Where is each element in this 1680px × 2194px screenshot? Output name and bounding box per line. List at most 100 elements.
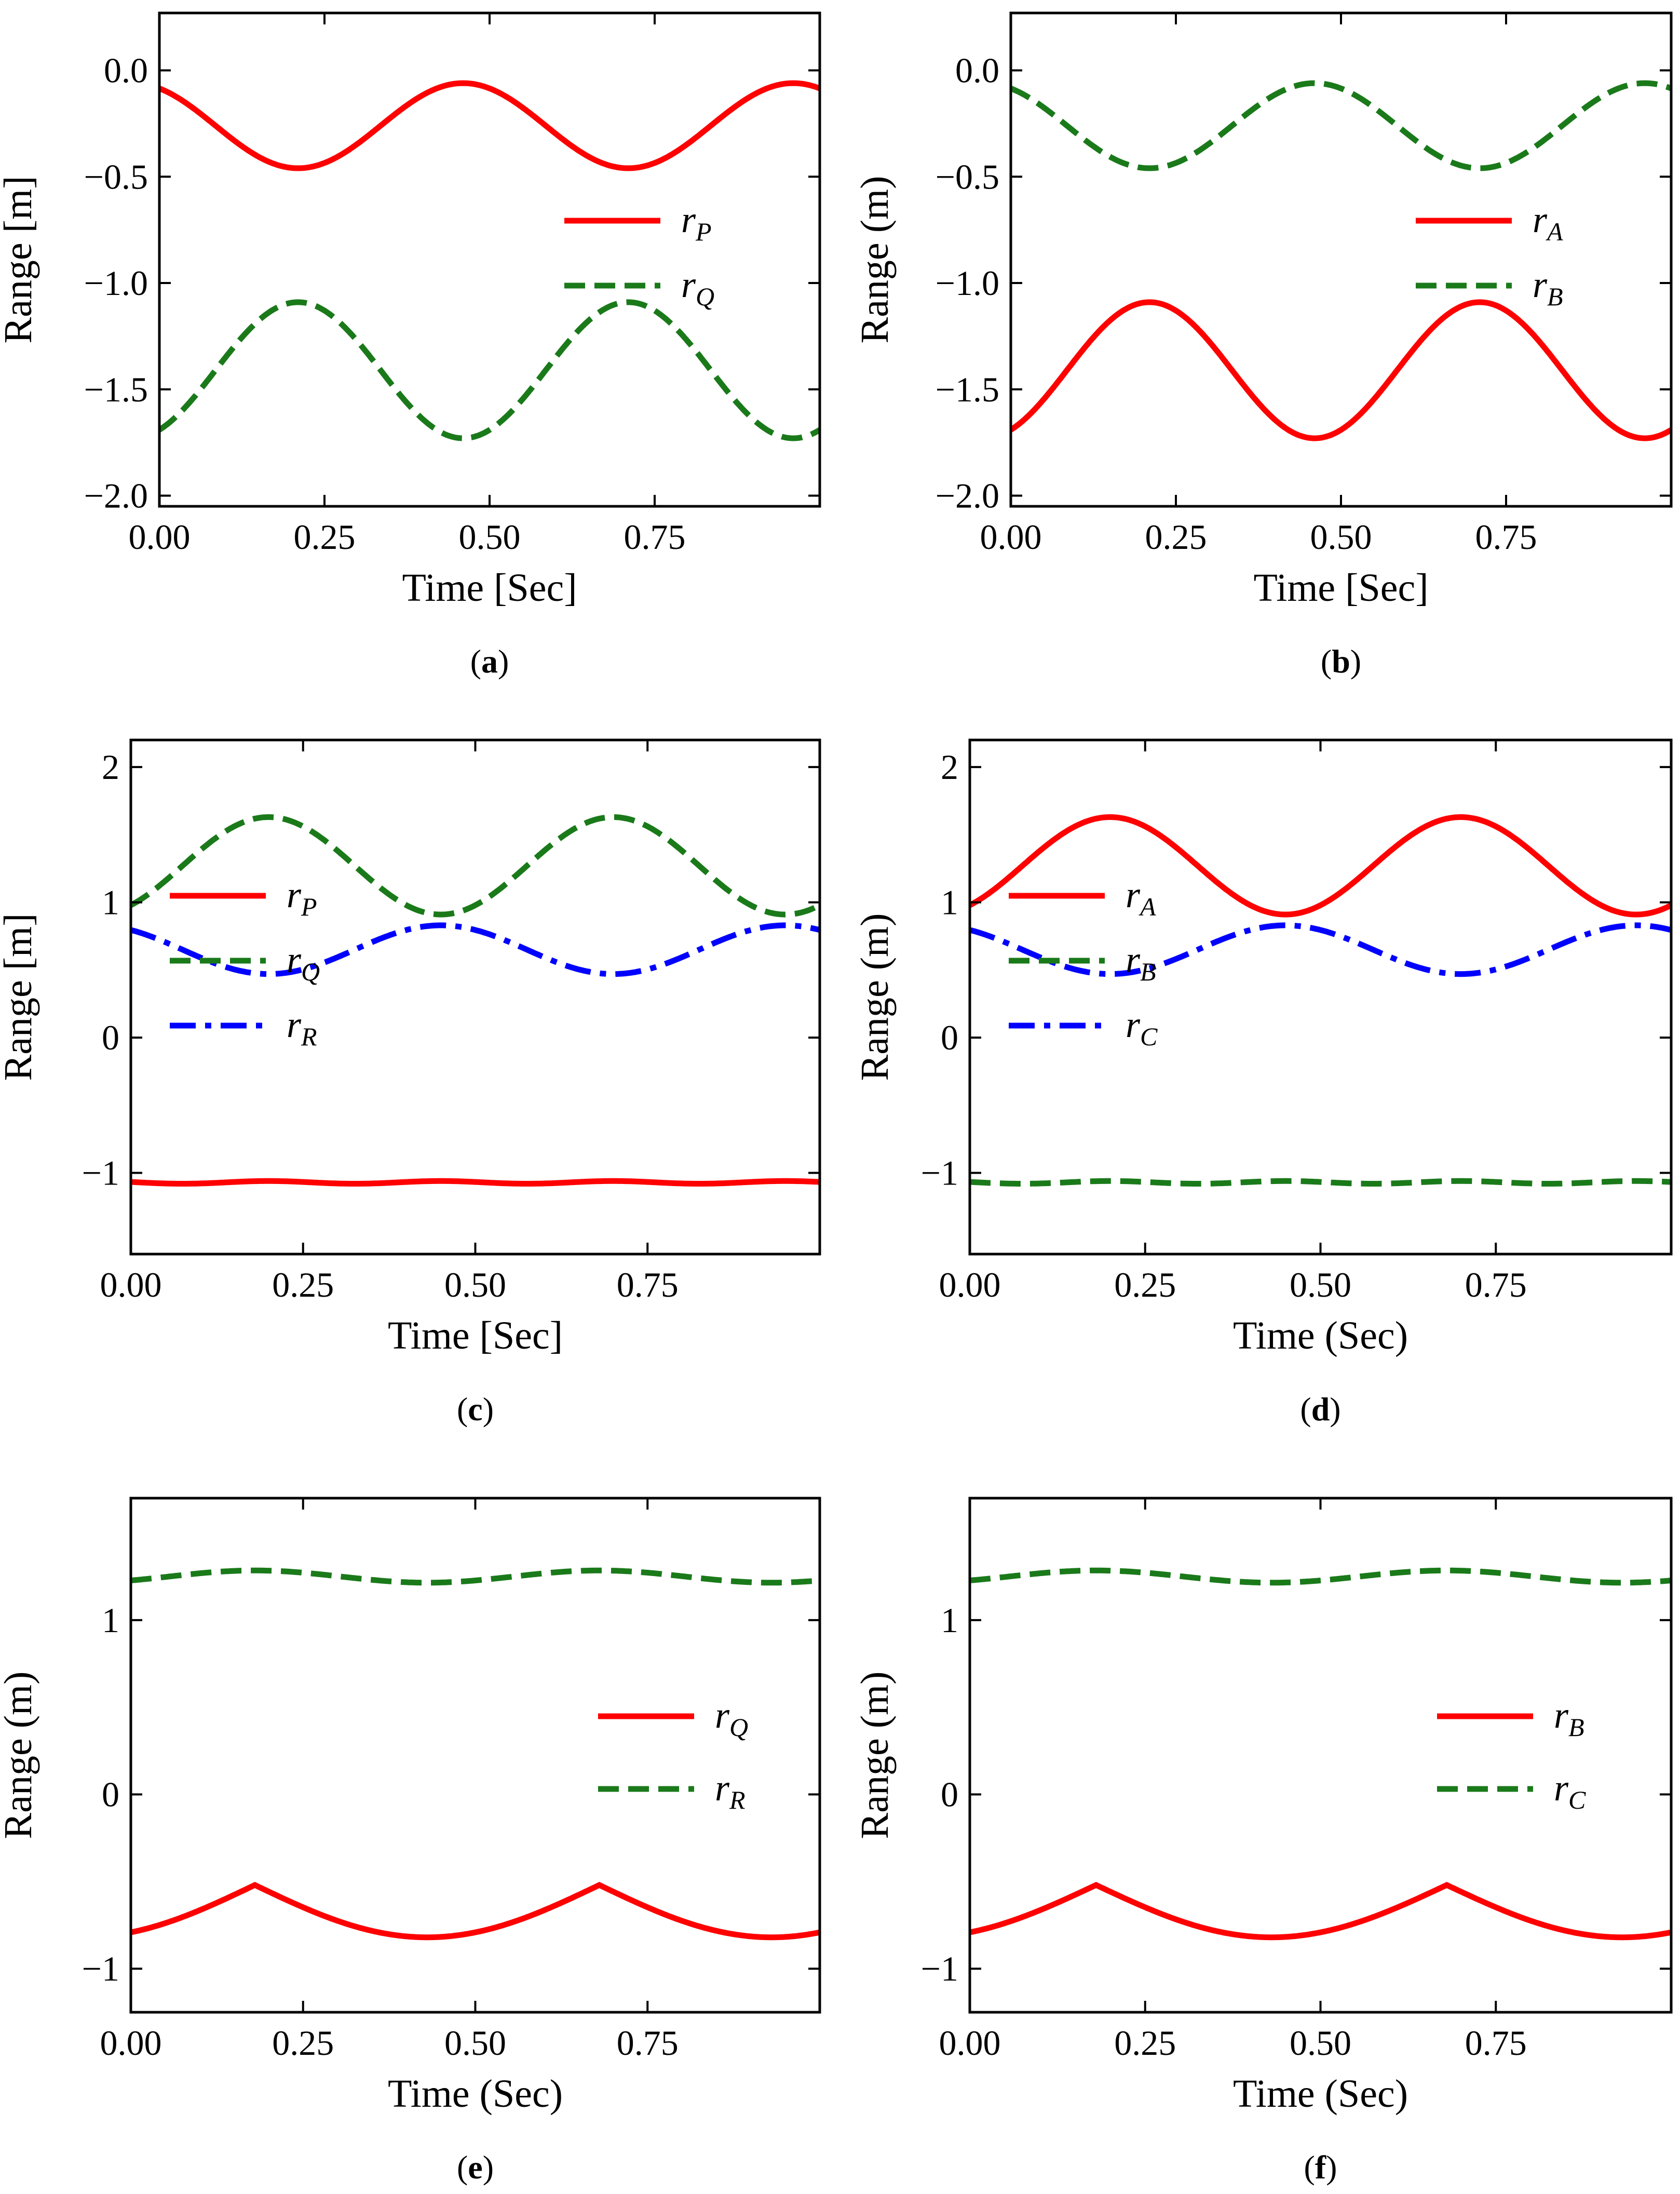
legend-label-rR: rR: [715, 1767, 746, 1814]
legend: rA rB rC: [1009, 874, 1158, 1051]
y-tick-label: −1.0: [936, 263, 999, 303]
chart-panel-c: 0.00 0.25 0.50 0.75 2 1 0 −1 Time [Sec] Range [m]…: [0, 738, 821, 1428]
series-lines: [131, 1567, 820, 1941]
series-line-rA: [970, 814, 1671, 918]
legend: rP rQ: [564, 199, 714, 311]
legend-label-rP: rP: [287, 874, 317, 921]
x-tick-label: 0.25: [1114, 2023, 1176, 2063]
x-tick-label: 0.75: [624, 517, 686, 557]
plot-frame: [968, 738, 1673, 1256]
plot-frame: [129, 738, 821, 1256]
chart-panel-e: 0.00 0.25 0.50 0.75 1 0 −1 Time (Sec) Range (m) r…: [0, 1497, 821, 2186]
y-axis-label: Range (m): [853, 1672, 897, 1839]
y-axis-label: Range (m): [853, 176, 897, 344]
panel-caption: (b): [1321, 643, 1361, 680]
chart-panel-f: 0.00 0.25 0.50 0.75 1 0 −1 Time (Sec) Range (m) r…: [853, 1497, 1673, 2186]
chart-panel-a: 0.00 0.25 0.50 0.75 0.0 −0.5 −1.0 −1.5 −2.0 Time …: [0, 11, 821, 680]
series-line-rR: [131, 922, 820, 977]
x-axis-label: Time (Sec): [1233, 2072, 1408, 2116]
x-tick-label: 0.50: [1310, 517, 1372, 557]
y-tick-label: 1: [941, 883, 958, 922]
series-lines: [970, 814, 1671, 1187]
panel-caption: (f): [1304, 2149, 1337, 2186]
x-tick-label: 0.00: [980, 517, 1042, 557]
x-axis-label: Time [Sec]: [402, 566, 577, 610]
panel-caption: (c): [457, 1391, 494, 1428]
x-tick-label: 0.25: [1145, 517, 1207, 557]
legend-label-rB: rB: [1554, 1694, 1584, 1742]
legend-label-rA: rA: [1126, 874, 1156, 921]
y-tick-label: −0.5: [84, 157, 148, 196]
legend-label-rB: rB: [1533, 264, 1563, 311]
legend-label-rC: rC: [1554, 1767, 1586, 1814]
y-tick-label: −2.0: [84, 476, 148, 516]
x-tick-label: 0.50: [444, 1265, 506, 1304]
series-line-rB: [1011, 80, 1671, 171]
legend-label-rQ: rQ: [715, 1694, 748, 1742]
series-lines: [159, 80, 820, 441]
series-line-rC: [970, 1567, 1671, 1586]
y-tick-label: 1: [102, 1600, 119, 1640]
y-axis-label: Range (m): [853, 913, 897, 1081]
series-lines: [131, 814, 820, 1187]
panel-caption: (d): [1300, 1391, 1340, 1428]
y-tick-label: −1: [921, 1949, 958, 1988]
y-tick-label: 0.0: [955, 51, 999, 90]
x-axis-label: Time (Sec): [1233, 1314, 1408, 1357]
legend: rA rB: [1416, 199, 1563, 311]
y-tick-label: 1: [102, 883, 119, 922]
y-tick-label: 0.0: [104, 51, 148, 90]
x-tick-label: 0.00: [939, 1265, 1001, 1304]
series-line-rA: [1011, 299, 1671, 441]
series-line-rB: [970, 1178, 1671, 1187]
legend: rP rQ rR: [170, 874, 320, 1051]
legend-label-rP: rP: [681, 199, 712, 246]
y-tick-label: −0.5: [936, 157, 999, 196]
y-tick-label: 1: [941, 1600, 958, 1640]
legend: rQ rR: [598, 1694, 748, 1814]
series-line-rQ: [131, 814, 820, 918]
x-axis-label: Time (Sec): [388, 2072, 563, 2116]
x-axis-label: Time [Sec]: [1253, 566, 1428, 610]
y-tick-label: 0: [941, 1018, 958, 1057]
x-tick-label: 0.00: [100, 1265, 162, 1304]
legend-label-rR: rR: [287, 1004, 317, 1051]
y-tick-label: −1.5: [84, 370, 148, 409]
x-tick-label: 0.75: [1475, 517, 1537, 557]
x-tick-label: 0.75: [1465, 2023, 1527, 2063]
x-tick-label: 0.00: [100, 2023, 162, 2063]
series-line-rB: [970, 1881, 1671, 1941]
y-tick-label: −1: [921, 1153, 958, 1193]
y-axis-label: Range (m): [0, 1672, 40, 1839]
legend-label-rQ: rQ: [681, 264, 714, 311]
x-tick-label: 0.25: [272, 1265, 334, 1304]
chart-panel-b: 0.00 0.25 0.50 0.75 0.0 −0.5 −1.0 −1.5 −2.0 Time …: [853, 11, 1673, 680]
y-axis-label: Range [m]: [0, 176, 40, 344]
series-line-rQ: [159, 299, 820, 441]
y-axis-label: Range [m]: [0, 913, 40, 1081]
y-tick-label: −2.0: [936, 476, 999, 516]
x-tick-label: 0.25: [272, 2023, 334, 2063]
x-tick-label: 0.75: [617, 1265, 679, 1304]
x-tick-label: 0.50: [1290, 1265, 1351, 1304]
x-tick-label: 0.00: [939, 2023, 1001, 2063]
series-line-rP: [159, 80, 820, 171]
x-tick-label: 0.00: [129, 517, 191, 557]
panel-caption: (a): [470, 643, 509, 680]
series-line-rC: [970, 922, 1671, 977]
legend-label-rA: rA: [1533, 199, 1563, 246]
legend-label-rQ: rQ: [287, 939, 320, 986]
legend-label-rB: rB: [1126, 939, 1156, 986]
y-tick-label: 2: [941, 747, 958, 787]
x-tick-label: 0.75: [1465, 1265, 1527, 1304]
series-lines: [970, 1567, 1671, 1941]
x-tick-label: 0.50: [459, 517, 521, 557]
panel-caption: (e): [457, 2149, 494, 2186]
legend: rB rC: [1437, 1694, 1586, 1814]
y-tick-label: 0: [102, 1775, 119, 1814]
y-tick-label: −1: [82, 1153, 119, 1193]
series-lines: [1011, 80, 1671, 441]
x-tick-label: 0.25: [294, 517, 356, 557]
y-tick-label: 0: [941, 1775, 958, 1814]
